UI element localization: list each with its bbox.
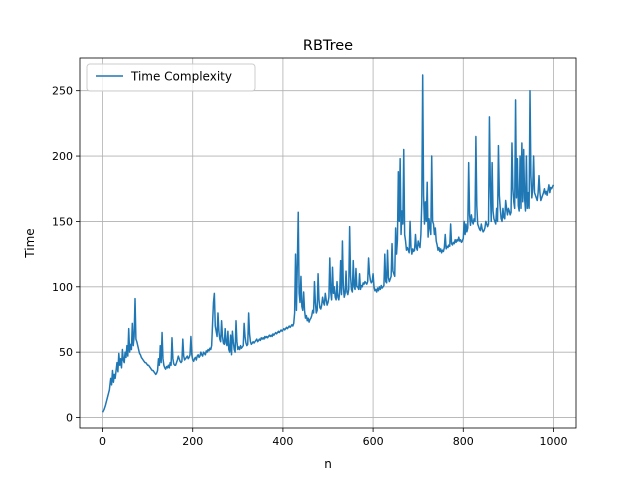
x-tick-label: 400: [272, 435, 293, 448]
y-axis-ticks: 0 50 100 150 200 250: [52, 85, 80, 425]
axes-frame: [79, 57, 577, 429]
y-tick-label: 0: [66, 412, 73, 425]
legend-label: Time Complexity: [130, 70, 232, 84]
x-axis-ticks: 0 200 400 600 800 1000: [99, 428, 567, 448]
y-tick-label: 100: [52, 281, 73, 294]
x-axis-label: n: [324, 457, 332, 471]
y-tick-label: 50: [59, 346, 73, 359]
plot-area: [101, 74, 555, 413]
x-tick-label: 200: [182, 435, 203, 448]
x-tick-label: 600: [363, 435, 384, 448]
x-tick-label: 800: [453, 435, 474, 448]
x-tick-label: 0: [99, 435, 106, 448]
y-axis-label: Time: [23, 228, 37, 258]
legend: Time Complexity: [86, 63, 256, 92]
y-tick-label: 150: [52, 215, 73, 228]
y-tick-label: 200: [52, 150, 73, 163]
y-tick-label: 250: [52, 85, 73, 98]
x-tick-label: 1000: [539, 435, 567, 448]
series-line-time-complexity: [101, 74, 555, 413]
legend-box: [86, 63, 256, 92]
chart-title: RBTree: [303, 38, 353, 54]
